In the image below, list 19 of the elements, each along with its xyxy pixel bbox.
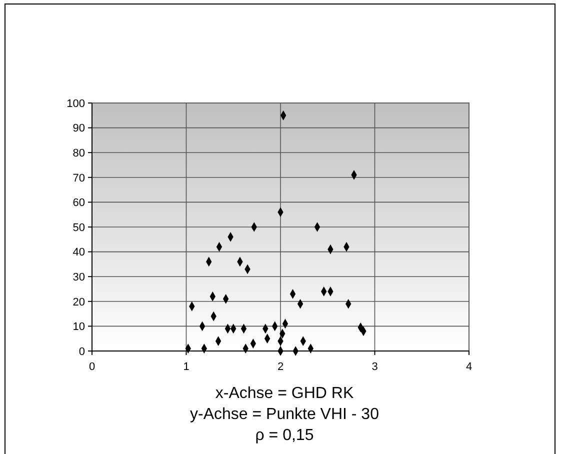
text: x-Achse = GHD RK [215, 385, 354, 402]
y-tick-label: 10 [72, 321, 85, 334]
y-tick-label: 90 [72, 122, 85, 135]
text: ρ = 0,15 [255, 427, 314, 444]
x-tick-label: 0 [88, 361, 96, 373]
y-tick-label: 0 [78, 346, 85, 358]
y-tick-label: 80 [72, 147, 85, 160]
y-tick-label: 30 [72, 271, 85, 284]
y-tick-label: 60 [72, 197, 85, 210]
text: y-Achse = Punkte VHI - 30 [190, 406, 380, 423]
y-tick-label: 70 [72, 172, 85, 184]
y-tick-label: 50 [72, 222, 85, 234]
x-tick-label: 3 [372, 361, 378, 373]
y-tick-label: 20 [72, 296, 85, 308]
y-tick-label: 100 [66, 98, 85, 110]
x-tick-label: 1 [183, 361, 190, 373]
y-tick-label: 40 [72, 246, 85, 259]
x-tick-label: 2 [277, 361, 284, 373]
x-tick-label: 4 [466, 361, 472, 373]
